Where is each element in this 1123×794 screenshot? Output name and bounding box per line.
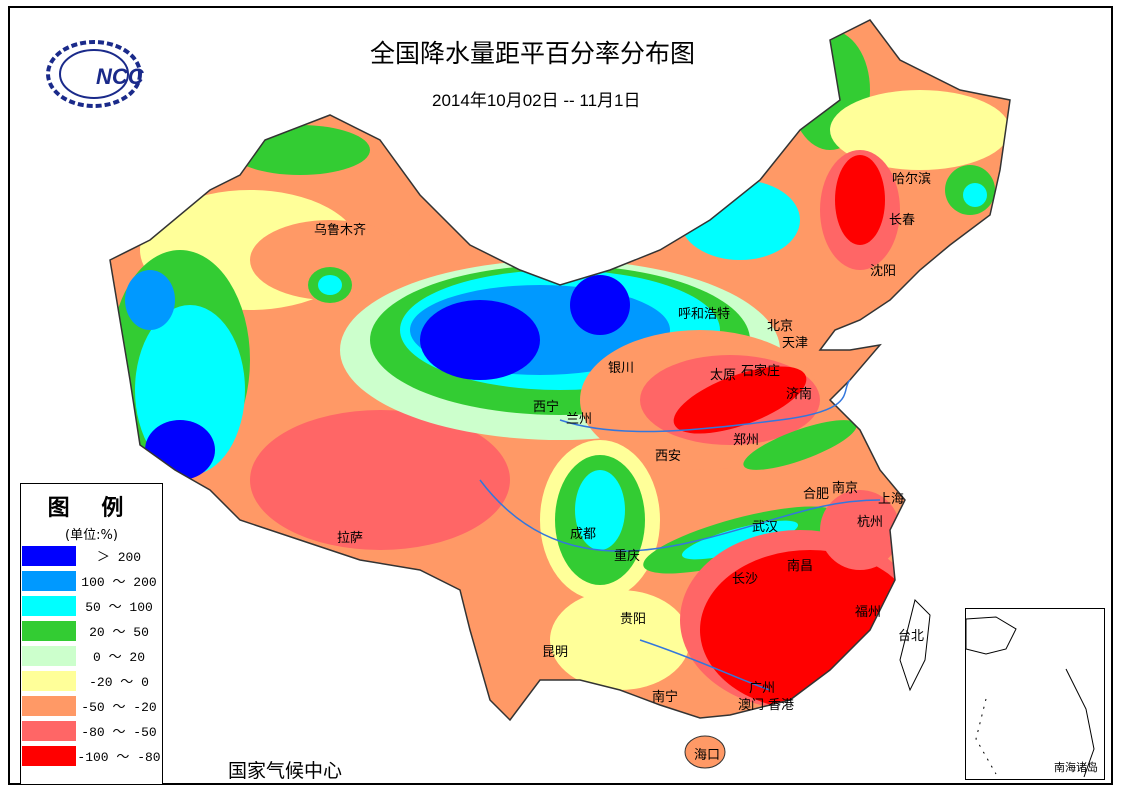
legend-item: 50 ～ 100 xyxy=(21,593,162,618)
legend-swatch xyxy=(22,645,76,666)
legend-item: -100 ～ -80 xyxy=(21,743,162,768)
city-label: 兰州 xyxy=(566,412,593,427)
city-label: 南昌 xyxy=(787,559,814,574)
legend-label: 20 ～ 50 xyxy=(89,625,149,640)
legend-label: -80 ～ -50 xyxy=(81,725,157,740)
city-label: 合肥 xyxy=(803,487,830,502)
city-label: 长沙 xyxy=(732,572,759,587)
city-label: 贵阳 xyxy=(620,612,647,627)
city-label: 武汉 xyxy=(752,520,779,535)
legend-label: 0 ～ 20 xyxy=(92,650,145,665)
legend-swatch xyxy=(22,595,76,616)
city-label: 北京 xyxy=(767,319,794,334)
legend-item: -20 ～ 0 xyxy=(21,668,162,693)
frame-border xyxy=(8,6,1113,785)
legend-swatch xyxy=(22,695,76,716)
yellow-river xyxy=(559,379,851,433)
city-label: 西宁 xyxy=(533,400,560,415)
city-label: 石家庄 xyxy=(741,364,781,379)
south-china-sea-inset: 南海诸岛 xyxy=(965,608,1105,780)
legend-swatch xyxy=(22,745,76,766)
city-label: 呼和浩特 xyxy=(678,307,731,322)
city-label: 成都 xyxy=(570,527,597,542)
ncc-logo: NCC xyxy=(46,40,145,108)
legend-label: -20 ～ 0 xyxy=(89,675,149,690)
city-label: 福州 xyxy=(855,605,882,620)
pearl-river xyxy=(639,639,771,691)
city-label: 杭州 xyxy=(857,515,884,530)
legend-label: 100 ～ 200 xyxy=(81,575,157,590)
legend-swatch xyxy=(22,620,76,641)
legend-title: 图 例 xyxy=(47,496,136,521)
city-label: 天津 xyxy=(782,336,809,351)
legend-swatch xyxy=(22,720,76,741)
legend-swatch xyxy=(22,570,76,591)
city-label: 长春 xyxy=(889,213,916,228)
city-label: 沈阳 xyxy=(870,264,897,279)
legend-label: -50 ～ -20 xyxy=(81,700,157,715)
city-label: 济南 xyxy=(786,387,813,402)
legend-item: ＞ 200 xyxy=(21,543,162,568)
legend-label: -100 ～ -80 xyxy=(77,750,161,765)
svg-text:NCC: NCC xyxy=(96,64,145,89)
city-label: 上海 xyxy=(878,492,905,507)
city-label: 海口 xyxy=(694,748,721,763)
city-label: 南宁 xyxy=(652,690,679,705)
city-label: 台北 xyxy=(898,629,925,644)
city-label: 澳门 xyxy=(738,698,765,713)
city-label: 广州 xyxy=(749,681,776,696)
inset-map xyxy=(965,616,1095,778)
yangtze-river xyxy=(479,479,881,552)
legend-label: ＞ 200 xyxy=(96,550,142,565)
legend-unit: (单位:%) xyxy=(65,528,118,543)
city-label: 昆明 xyxy=(542,645,569,660)
city-label: 乌鲁木齐 xyxy=(314,223,367,238)
city-label: 银川 xyxy=(608,361,635,376)
city-label: 西安 xyxy=(655,449,682,464)
legend-item: 20 ～ 50 xyxy=(21,618,162,643)
city-label: 拉萨 xyxy=(337,531,364,546)
legend: 图 例 (单位:%) ＞ 200 100 ～ 200 50 ～ 100 20 ～ 50… xyxy=(20,483,163,785)
city-label: 南京 xyxy=(832,481,859,496)
legend-item: 100 ～ 200 xyxy=(21,568,162,593)
legend-item: 0 ～ 20 xyxy=(21,643,162,668)
city-label: 香港 xyxy=(768,698,795,713)
legend-item: -80 ～ -50 xyxy=(21,718,162,743)
hainan-island xyxy=(684,735,726,769)
date-range: 2014年10月02日 -- 11月1日 xyxy=(432,91,641,110)
city-label: 郑州 xyxy=(733,433,760,448)
legend-swatch xyxy=(22,545,76,566)
city-label: 重庆 xyxy=(614,549,641,564)
legend-label: 50 ～ 100 xyxy=(85,600,153,615)
inset-label: 南海诸岛 xyxy=(1054,761,1098,774)
taiwan-island xyxy=(899,599,931,692)
legend-item: -50 ～ -20 xyxy=(21,693,162,718)
city-label: 太原 xyxy=(710,368,737,383)
map-title: 全国降水量距平百分率分布图 xyxy=(370,39,696,68)
legend-swatch xyxy=(22,670,76,691)
city-label: 哈尔滨 xyxy=(892,172,932,187)
organization-label: 国家气候中心 xyxy=(228,760,343,782)
